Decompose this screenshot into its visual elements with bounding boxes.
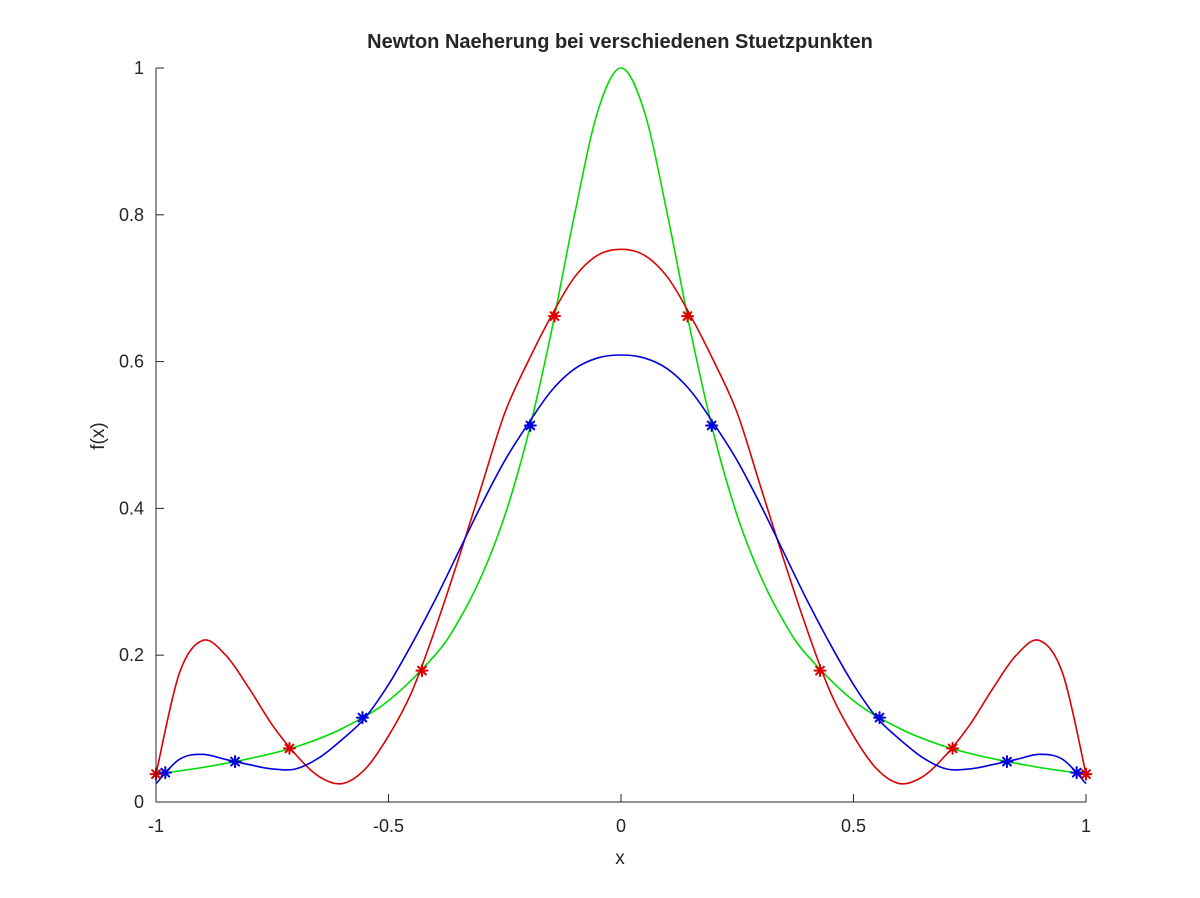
series-5-marker xyxy=(355,711,369,725)
series-5-marker xyxy=(873,711,887,725)
y-tick-label: 0.8 xyxy=(119,205,144,225)
y-tick-label: 0.6 xyxy=(119,352,144,372)
series-5-marker xyxy=(523,418,537,432)
x-tick-label: 0.5 xyxy=(841,816,866,836)
series-5-marker xyxy=(228,755,242,769)
axes: -1 -0.5 0 0.5 1 0 0.2 0.4 0.6 0.8 1 xyxy=(119,58,1091,836)
series-line-2 xyxy=(155,248,1087,785)
series-4-marker xyxy=(415,664,429,678)
series-5-marker xyxy=(1070,766,1084,780)
plot-area xyxy=(149,67,1093,785)
series-line-3 xyxy=(155,354,1087,785)
y-tick-label: 1 xyxy=(134,58,144,78)
series-4-marker xyxy=(946,741,960,755)
series-5-marker xyxy=(158,766,172,780)
x-tick-label: -0.5 xyxy=(373,816,404,836)
series-4-marker xyxy=(548,309,561,323)
x-axis-label: x xyxy=(615,848,625,869)
series-5-marker xyxy=(705,418,719,432)
series-4-marker xyxy=(813,664,827,678)
series-4-marker xyxy=(681,309,694,323)
chart-title: Newton Naeherung bei verschiedenen Stuet… xyxy=(367,31,873,53)
x-tick-label: 1 xyxy=(1081,816,1091,836)
series-4-marker xyxy=(282,741,296,755)
x-tick-label: 0 xyxy=(616,816,626,836)
y-tick-label: 0.2 xyxy=(119,645,144,665)
series-5-marker xyxy=(1000,755,1014,769)
series-line-1 xyxy=(155,67,1087,775)
series-4-marker xyxy=(1079,767,1093,781)
y-axis-label: f(x) xyxy=(88,422,109,449)
y-tick-label: 0.4 xyxy=(119,498,144,518)
y-tick-label: 0 xyxy=(134,792,144,812)
x-tick-label: -1 xyxy=(148,816,164,836)
